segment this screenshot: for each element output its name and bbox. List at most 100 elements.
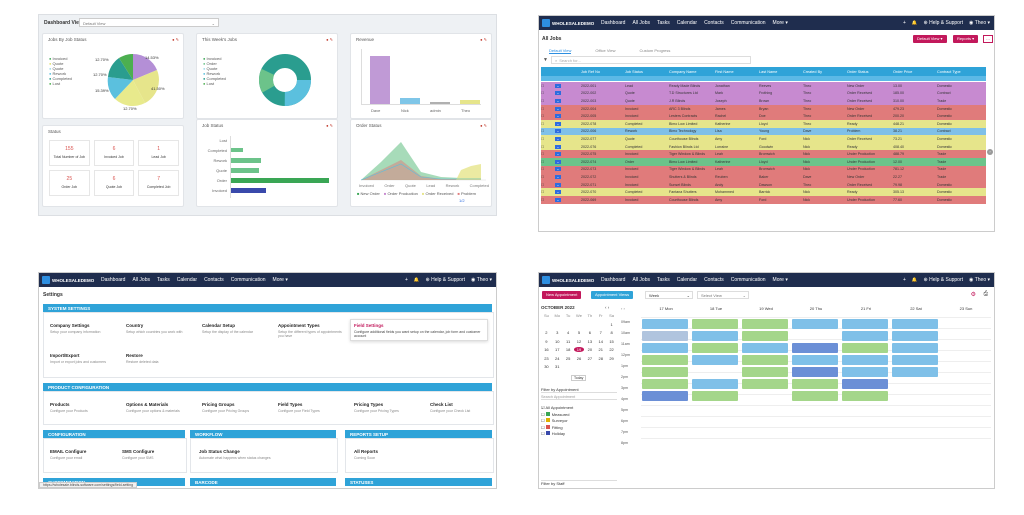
table-row[interactable]: ☐ ⌄ 2022-076 Completed Fashion Blinds Ltd Lor… xyxy=(541,142,986,151)
setting-options-materials[interactable]: Options & Materials Configure your option… xyxy=(126,402,180,413)
setting-products[interactable]: Products Configure your Products xyxy=(50,402,88,413)
today-button[interactable]: Today xyxy=(571,375,587,381)
table-row[interactable]: ☐ ⌄ 2022-002 Quote T.D Structures Ltd Mark Fro… xyxy=(541,89,986,98)
nav-contacts[interactable]: Contacts xyxy=(704,277,724,283)
mini-calendar-day[interactable]: 7 xyxy=(599,330,602,335)
setting-import-export[interactable]: Import/Export Import or export jobs and c… xyxy=(50,353,107,364)
row-expand-icon[interactable]: ⌄ xyxy=(555,129,561,134)
card-actions-icon[interactable]: ● ✎ xyxy=(480,123,487,128)
help-support-link[interactable]: ⊕ Help & Support xyxy=(923,277,964,283)
setting-country[interactable]: Country Setup which countries you work wi… xyxy=(126,323,183,334)
status-tile[interactable]: 6 Quote Job xyxy=(93,170,135,196)
row-checkbox[interactable]: ☐ xyxy=(541,121,545,126)
mini-calendar-day[interactable]: 26 xyxy=(576,355,582,361)
setting-pricing-groups[interactable]: Pricing Groups Configure your Pricing Gro… xyxy=(202,402,250,413)
scroll-right-icon[interactable]: › xyxy=(987,149,993,155)
more-options-button[interactable]: ··· xyxy=(983,35,993,43)
user-menu[interactable]: ◉ Theo ▾ xyxy=(969,277,990,283)
row-checkbox[interactable]: ☐ xyxy=(541,197,545,202)
appointment-event[interactable] xyxy=(642,379,688,389)
table-row[interactable]: ☐ ⌄ 2022-072 Invoiced Shutters & Blinds Reube… xyxy=(541,173,986,181)
status-tile[interactable]: 6 Invoiced Job xyxy=(93,140,135,166)
filter-row[interactable] xyxy=(541,76,986,81)
appointment-event[interactable] xyxy=(892,331,938,341)
nav-all-jobs[interactable]: All Jobs xyxy=(632,20,650,26)
setting-appointment-types[interactable]: Appointment Types Setup the different typ… xyxy=(278,323,342,338)
mini-calendar-day[interactable] xyxy=(541,322,552,327)
new-appointment-button[interactable]: New Appointment xyxy=(542,291,582,299)
row-expand-icon[interactable]: ⌄ xyxy=(555,144,561,149)
mini-calendar-day[interactable]: 23 xyxy=(544,355,549,361)
user-menu[interactable]: ◉ Theo ▾ xyxy=(471,277,492,283)
setting-job-status-change[interactable]: Job Status Change Automate what happens w… xyxy=(199,449,271,460)
day-header[interactable]: 20 Thu xyxy=(809,306,823,311)
appointment-type-filter[interactable]: ☐ Holiday xyxy=(541,431,573,438)
setting-calendar-setup[interactable]: Calendar Setup Setup the display of the c… xyxy=(202,323,253,334)
row-checkbox[interactable]: ☐ xyxy=(541,152,545,157)
mini-calendar-day[interactable]: 28 xyxy=(598,355,603,361)
status-tile[interactable]: 7 Completed Job xyxy=(138,170,179,196)
table-row[interactable]: ☐ ⌄ 2022-005 Invoiced Lesters Contracts Rache… xyxy=(541,112,986,120)
mini-calendar-day[interactable] xyxy=(574,322,585,327)
appointment-event[interactable] xyxy=(842,343,888,353)
setting-restore[interactable]: Restore Restore deleted data xyxy=(126,353,159,364)
row-checkbox[interactable]: ☐ xyxy=(541,129,545,134)
table-row[interactable]: ☐ ⌄ 2022-001 Lead Ready Made Blinds Jonathan R… xyxy=(541,82,986,90)
nav-communication[interactable]: Communication xyxy=(730,277,766,283)
row-checkbox[interactable]: ☐ xyxy=(541,114,545,119)
mini-calendar-day[interactable]: 13 xyxy=(587,338,593,344)
appointment-type-filter[interactable]: ☐ Surveyor xyxy=(541,418,573,425)
help-support-link[interactable]: ⊕ Help & Support xyxy=(923,20,964,26)
mini-calendar-day[interactable]: 4 xyxy=(567,330,570,335)
tab-custom-progress[interactable]: Custom Progress xyxy=(639,48,671,53)
table-row[interactable]: ☐ ⌄ 2022-004 Invoiced ARC 3 Blinds James Bryan… xyxy=(541,104,986,113)
appointment-event[interactable] xyxy=(792,355,838,365)
week-nav-arrows[interactable]: ‹ › xyxy=(621,306,625,311)
appointment-views-button[interactable]: Appointment Views xyxy=(591,291,634,299)
search-input[interactable]: ⌕ Search for... xyxy=(551,56,751,64)
appointment-event[interactable] xyxy=(842,355,888,365)
appointment-event[interactable] xyxy=(742,355,788,365)
row-checkbox[interactable]: ☐ xyxy=(541,144,545,149)
mini-calendar-day[interactable]: 2 xyxy=(545,330,548,335)
row-expand-icon[interactable]: ⌄ xyxy=(555,152,561,157)
appointment-event[interactable] xyxy=(692,319,738,329)
appointment-event[interactable] xyxy=(742,367,788,377)
setting-email-configure[interactable]: EMAIL Configure Configure your email xyxy=(50,449,87,460)
appointment-event[interactable] xyxy=(842,331,888,341)
table-row[interactable]: ☐ ⌄ 2022-073 Invoiced Tiger Window & Blinds L… xyxy=(541,165,986,174)
mini-calendar-day[interactable] xyxy=(563,322,574,327)
appointment-event[interactable] xyxy=(742,379,788,389)
row-expand-icon[interactable]: ⌄ xyxy=(555,159,561,164)
nav-more[interactable]: More ▾ xyxy=(272,277,288,283)
appointment-event[interactable] xyxy=(742,319,788,329)
card-actions-icon[interactable]: ● ✎ xyxy=(326,37,333,42)
nav-dashboard[interactable]: Dashboard xyxy=(601,20,626,26)
mini-calendar-day[interactable]: 31 xyxy=(555,364,560,369)
row-checkbox[interactable]: ☐ xyxy=(541,182,545,187)
table-row[interactable]: ☐ ⌄ 2022-074 Order Bimo Low Limited Katherine… xyxy=(541,158,986,166)
user-menu[interactable]: ◉ Theo ▾ xyxy=(969,20,990,26)
bell-icon[interactable]: 🔔 xyxy=(911,277,918,282)
row-expand-icon[interactable]: ⌄ xyxy=(555,136,561,141)
day-header[interactable]: 21 Fri xyxy=(860,306,872,311)
day-header[interactable]: 19 Wed xyxy=(759,306,773,311)
appointment-event[interactable] xyxy=(642,319,688,329)
mini-calendar-day[interactable] xyxy=(584,322,595,327)
status-tile[interactable]: 25 Order Job xyxy=(49,170,90,196)
appointment-event[interactable] xyxy=(792,319,838,329)
setting-sms-configure[interactable]: SMS Configure Configure your SMS xyxy=(122,449,155,460)
appointment-event[interactable] xyxy=(692,343,738,353)
nav-tasks[interactable]: Tasks xyxy=(656,20,670,26)
reports-button[interactable]: Reports ▾ xyxy=(953,35,979,43)
filter-icon[interactable]: ▼ xyxy=(543,57,548,63)
setting-all-reports[interactable]: All Reports Coming Soon xyxy=(354,449,379,460)
table-row[interactable]: ☐ ⌄ 2022-071 Invoiced Sunset Blinds Andy Dawso… xyxy=(541,180,986,189)
day-header[interactable]: 18 Tue xyxy=(709,306,723,311)
table-row[interactable]: ☐ ⌄ 2022-069 Invoiced Courthouse Blinds Amy Fo… xyxy=(541,196,986,204)
row-expand-icon[interactable]: ⌄ xyxy=(555,106,561,111)
checkbox-icon[interactable]: ☐ xyxy=(541,431,546,436)
row-checkbox[interactable]: ☐ xyxy=(541,167,545,172)
appointment-event[interactable] xyxy=(892,319,938,329)
checkbox-icon[interactable]: ☑ xyxy=(541,405,546,410)
